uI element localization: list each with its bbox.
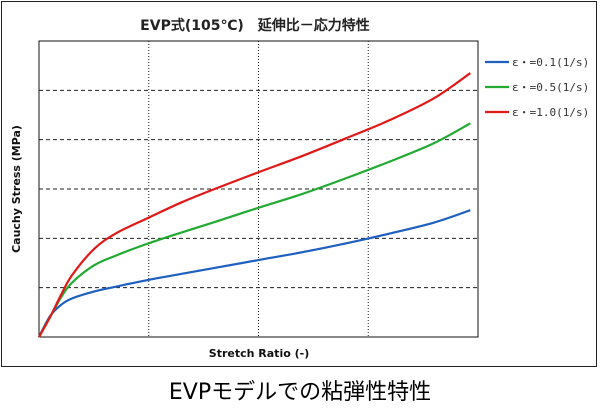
series-lines — [38, 72, 471, 338]
legend-label-1: ε・=0.1(1/s) — [512, 56, 589, 69]
legend-label-2: ε・=0.5(1/s) — [512, 81, 589, 94]
caption: EVPモデルでの粘弾性特性 — [168, 380, 432, 405]
legend: ε・=0.1(1/s) ε・=0.5(1/s) ε・=1.0(1/s) — [485, 56, 589, 119]
chart-title: EVP式(105℃) 延伸比－応力特性 — [140, 17, 370, 34]
x-axis-label: Stretch Ratio (-) — [209, 347, 309, 360]
legend-label-3: ε・=1.0(1/s) — [512, 106, 589, 119]
chart-svg: EVP式(105℃) 延伸比－応力特性 Stretch Ratio (-) Ca… — [10, 17, 589, 360]
series-line-3 — [38, 72, 471, 338]
y-axis-label: Cauchy Stress (MPa) — [10, 125, 23, 253]
series-line-2 — [38, 122, 471, 338]
grid — [39, 41, 478, 337]
series-line-1 — [38, 209, 471, 338]
